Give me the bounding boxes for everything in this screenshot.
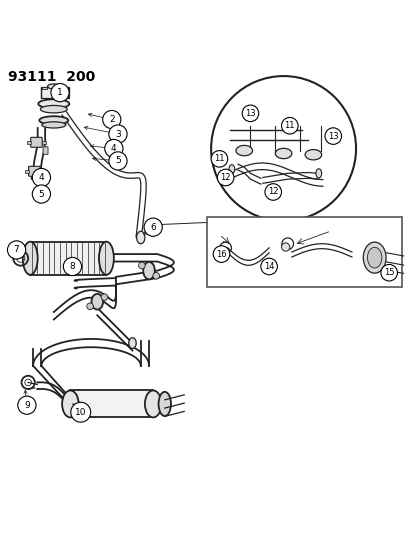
- Circle shape: [152, 272, 159, 279]
- Text: 13: 13: [327, 132, 338, 141]
- Ellipse shape: [315, 169, 321, 178]
- FancyBboxPatch shape: [43, 147, 48, 155]
- Text: 11: 11: [214, 155, 224, 163]
- Circle shape: [144, 218, 162, 236]
- Ellipse shape: [128, 338, 136, 349]
- Circle shape: [63, 257, 81, 276]
- Text: 4: 4: [38, 173, 44, 182]
- Bar: [27, 141, 31, 144]
- Text: 12: 12: [267, 188, 278, 197]
- Ellipse shape: [23, 241, 38, 275]
- Circle shape: [104, 140, 123, 158]
- FancyBboxPatch shape: [41, 176, 46, 183]
- Text: 12: 12: [220, 173, 230, 182]
- Circle shape: [32, 185, 50, 203]
- Text: 9: 9: [24, 401, 30, 410]
- Circle shape: [213, 246, 229, 262]
- Bar: [63, 87, 68, 90]
- Circle shape: [32, 168, 50, 187]
- Circle shape: [324, 128, 341, 144]
- Circle shape: [7, 241, 26, 259]
- Ellipse shape: [363, 242, 385, 273]
- Ellipse shape: [42, 122, 66, 128]
- Text: 15: 15: [383, 268, 394, 277]
- Circle shape: [260, 258, 277, 275]
- Text: 93111  200: 93111 200: [8, 70, 95, 84]
- Circle shape: [217, 169, 233, 186]
- Ellipse shape: [47, 84, 60, 89]
- Circle shape: [211, 151, 227, 167]
- Ellipse shape: [158, 392, 171, 416]
- Text: 2: 2: [109, 115, 114, 124]
- Ellipse shape: [145, 391, 161, 417]
- Text: 5: 5: [115, 156, 121, 165]
- Ellipse shape: [143, 262, 154, 279]
- Ellipse shape: [91, 294, 103, 310]
- Bar: [40, 169, 43, 173]
- FancyBboxPatch shape: [28, 166, 40, 176]
- Circle shape: [281, 243, 289, 251]
- Circle shape: [71, 402, 90, 422]
- Text: 8: 8: [69, 262, 75, 271]
- FancyBboxPatch shape: [31, 138, 42, 147]
- Ellipse shape: [40, 106, 67, 113]
- Circle shape: [264, 184, 281, 200]
- Circle shape: [87, 303, 93, 310]
- Text: 3: 3: [115, 130, 121, 139]
- Text: 1: 1: [57, 88, 63, 97]
- Bar: [206, 217, 401, 287]
- Circle shape: [51, 84, 69, 102]
- Ellipse shape: [39, 116, 68, 125]
- Ellipse shape: [228, 165, 234, 174]
- Circle shape: [242, 105, 258, 122]
- Circle shape: [211, 76, 355, 221]
- Ellipse shape: [99, 241, 114, 275]
- Circle shape: [102, 110, 121, 128]
- Bar: [30, 241, 106, 275]
- Ellipse shape: [136, 231, 145, 244]
- Text: 10: 10: [75, 408, 86, 417]
- Ellipse shape: [275, 148, 291, 159]
- FancyBboxPatch shape: [40, 87, 69, 98]
- Ellipse shape: [235, 146, 252, 156]
- Ellipse shape: [62, 391, 78, 417]
- Circle shape: [380, 264, 396, 281]
- Ellipse shape: [367, 247, 381, 268]
- Text: 16: 16: [216, 249, 226, 259]
- Text: 11: 11: [284, 121, 294, 130]
- Text: 7: 7: [14, 245, 19, 254]
- Bar: [42, 87, 47, 90]
- Circle shape: [281, 117, 297, 134]
- Text: 14: 14: [263, 262, 274, 271]
- Ellipse shape: [38, 99, 69, 108]
- Circle shape: [18, 396, 36, 414]
- Circle shape: [138, 262, 145, 269]
- Circle shape: [101, 294, 107, 301]
- Circle shape: [109, 125, 127, 143]
- Text: 4: 4: [111, 144, 116, 153]
- Ellipse shape: [304, 150, 321, 160]
- Text: 13: 13: [244, 109, 255, 118]
- Bar: [25, 169, 28, 173]
- Text: 6: 6: [150, 223, 156, 232]
- Bar: [42, 141, 45, 144]
- Bar: [70, 391, 153, 417]
- Circle shape: [109, 152, 127, 170]
- Text: 5: 5: [38, 190, 44, 199]
